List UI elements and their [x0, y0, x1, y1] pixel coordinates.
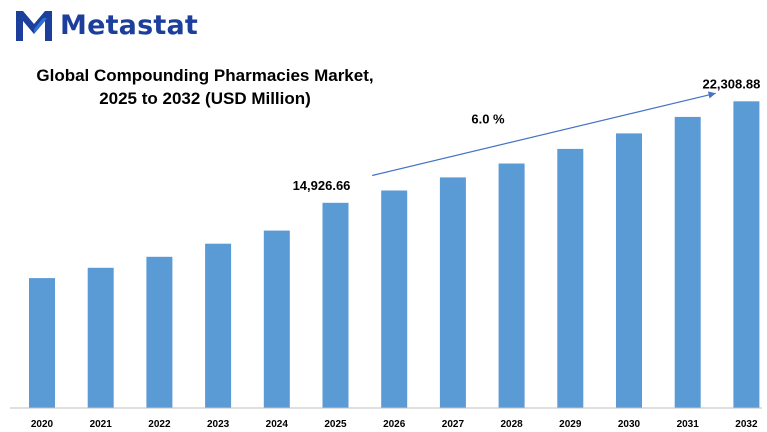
x-axis-ticks: 2020 2021 2022 2023 2024 2025 2026 2027 2028 2029…	[31, 419, 758, 430]
x-tick-label-2020: 2020	[31, 419, 54, 430]
bar-2023	[205, 243, 232, 408]
x-tick-label-2026: 2026	[383, 419, 406, 430]
bar-2028	[498, 163, 525, 408]
chart-title-line-2: 2025 to 2032 (USD Million)	[99, 89, 311, 108]
metastat-m-logo-icon	[16, 11, 52, 41]
x-tick-label-2021: 2021	[90, 419, 113, 430]
end-value-label: 22,308.88	[702, 76, 760, 91]
x-tick-label-2027: 2027	[442, 419, 465, 430]
bar-2021	[87, 267, 114, 409]
x-tick-label-2030: 2030	[618, 419, 641, 430]
bar-2024	[263, 230, 290, 408]
bar-2025	[322, 202, 349, 408]
bar-2031	[674, 116, 701, 409]
bar-2022	[146, 256, 173, 409]
x-tick-label-2029: 2029	[559, 419, 582, 430]
cagr-label: 6.0 %	[471, 111, 505, 126]
bar-2020	[29, 278, 55, 408]
brand-name: Metastat	[60, 9, 199, 41]
bar-2027	[439, 177, 466, 408]
x-tick-label-2031: 2031	[677, 419, 700, 430]
bar-2032	[733, 101, 760, 409]
x-tick-label-2025: 2025	[324, 419, 347, 430]
x-tick-label-2023: 2023	[207, 419, 230, 430]
bar-2029	[557, 148, 584, 408]
x-tick-label-2032: 2032	[735, 419, 758, 430]
growth-arrow	[372, 91, 716, 177]
x-tick-label-2028: 2028	[500, 419, 523, 430]
chart-title-line-1: Global Compounding Pharmacies Market,	[36, 66, 374, 85]
start-value-label: 14,926.66	[293, 178, 351, 193]
x-tick-label-2022: 2022	[148, 419, 171, 430]
chart-title: Global Compounding Pharmacies Market, 20…	[10, 64, 400, 110]
metastat-logo: Metastat	[14, 5, 198, 45]
x-tick-label-2024: 2024	[266, 419, 289, 430]
bar-2030	[616, 133, 642, 408]
bar-group	[29, 101, 760, 409]
bar-2026	[381, 190, 408, 408]
